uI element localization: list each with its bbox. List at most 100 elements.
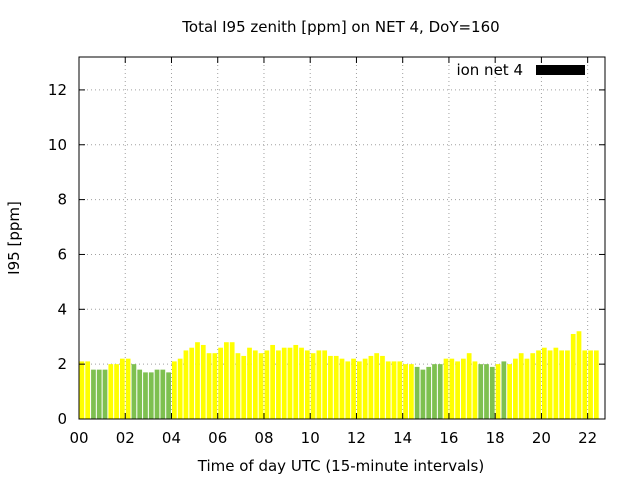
x-tick-label: 08 <box>254 429 273 447</box>
bar <box>362 358 368 419</box>
bar <box>547 350 553 419</box>
bar <box>576 331 582 419</box>
x-tick-label: 20 <box>532 429 551 447</box>
x-tick-label: 04 <box>162 429 181 447</box>
legend-swatch <box>536 65 585 75</box>
bar <box>328 355 333 419</box>
plot-frame <box>78 56 606 420</box>
bar <box>229 342 235 419</box>
bar <box>356 361 362 419</box>
bar <box>426 366 432 419</box>
bar <box>524 358 530 419</box>
bar <box>247 347 252 419</box>
bar <box>316 350 322 419</box>
bar <box>408 364 414 419</box>
bar <box>96 369 102 419</box>
x-tick-label: 06 <box>208 429 227 447</box>
bar <box>270 344 276 419</box>
bar <box>466 353 472 419</box>
x-tick-label: 16 <box>439 429 458 447</box>
bar <box>85 361 91 419</box>
plot-border <box>78 56 606 420</box>
y-tick-label: 0 <box>57 410 67 428</box>
bar <box>565 350 570 419</box>
x-axis-ticks: 00 02 04 06 08 10 12 14 16 18 20 22 <box>69 57 597 447</box>
bar <box>154 369 160 419</box>
bar <box>218 347 223 419</box>
bar <box>114 364 119 419</box>
bar <box>102 369 108 419</box>
bar <box>593 350 599 419</box>
x-axis-label: Time of day UTC (15-minute intervals) <box>197 457 484 475</box>
bar <box>287 347 293 419</box>
bar <box>131 364 137 419</box>
bar <box>472 361 478 419</box>
bar <box>489 366 495 419</box>
bar <box>310 353 316 419</box>
bar <box>119 358 125 419</box>
bar <box>252 350 258 419</box>
bar <box>380 355 385 419</box>
bar <box>513 358 518 419</box>
bar <box>588 350 593 419</box>
x-tick-label: 22 <box>578 429 597 447</box>
bar <box>333 355 339 419</box>
bar <box>403 364 408 419</box>
grid-lines <box>79 57 605 419</box>
bar <box>79 361 85 419</box>
bar <box>345 361 351 419</box>
bar <box>189 347 195 419</box>
bar <box>397 361 403 419</box>
bar <box>443 358 449 419</box>
bar <box>351 358 356 419</box>
bar <box>224 342 229 419</box>
bar <box>530 353 536 419</box>
bar <box>570 333 576 419</box>
bar <box>137 369 143 419</box>
bar <box>478 364 484 419</box>
bar <box>507 364 512 419</box>
bar <box>385 361 391 419</box>
bar <box>148 372 154 419</box>
bar <box>172 361 177 419</box>
y-tick-label: 6 <box>57 245 67 263</box>
x-tick-label: 02 <box>116 429 135 447</box>
bar <box>322 350 328 419</box>
bar <box>461 358 466 419</box>
bar <box>432 364 437 419</box>
x-tick-label: 10 <box>301 429 320 447</box>
bar <box>541 347 547 419</box>
y-tick-label: 12 <box>48 81 67 99</box>
bar <box>455 361 460 419</box>
bar <box>281 347 287 419</box>
bar <box>160 369 166 419</box>
bar <box>264 350 270 419</box>
y-axis-label: I95 [ppm] <box>5 201 23 275</box>
bar <box>501 361 507 419</box>
bar <box>559 350 565 419</box>
bar <box>582 350 588 419</box>
bar <box>166 372 171 419</box>
bar <box>212 353 218 419</box>
x-tick-label: 12 <box>347 429 366 447</box>
bar <box>183 350 189 419</box>
bar <box>391 361 397 419</box>
legend-label: ion net 4 <box>456 61 523 79</box>
bar <box>495 364 501 419</box>
bar <box>414 366 420 419</box>
bars <box>79 331 599 419</box>
chart-title: Total I95 zenith [ppm] on NET 4, DoY=160 <box>181 18 499 36</box>
bar <box>258 353 264 419</box>
y-tick-label: 2 <box>57 355 67 373</box>
y-tick-label: 8 <box>57 191 67 209</box>
bar <box>206 353 212 419</box>
x-tick-label: 14 <box>393 429 412 447</box>
bar <box>437 364 443 419</box>
bar <box>241 355 247 419</box>
bar <box>518 353 524 419</box>
bar <box>177 358 183 419</box>
bar <box>195 342 200 419</box>
x-tick-label: 00 <box>69 429 88 447</box>
x-tick-label: 18 <box>486 429 505 447</box>
bar <box>374 353 380 419</box>
